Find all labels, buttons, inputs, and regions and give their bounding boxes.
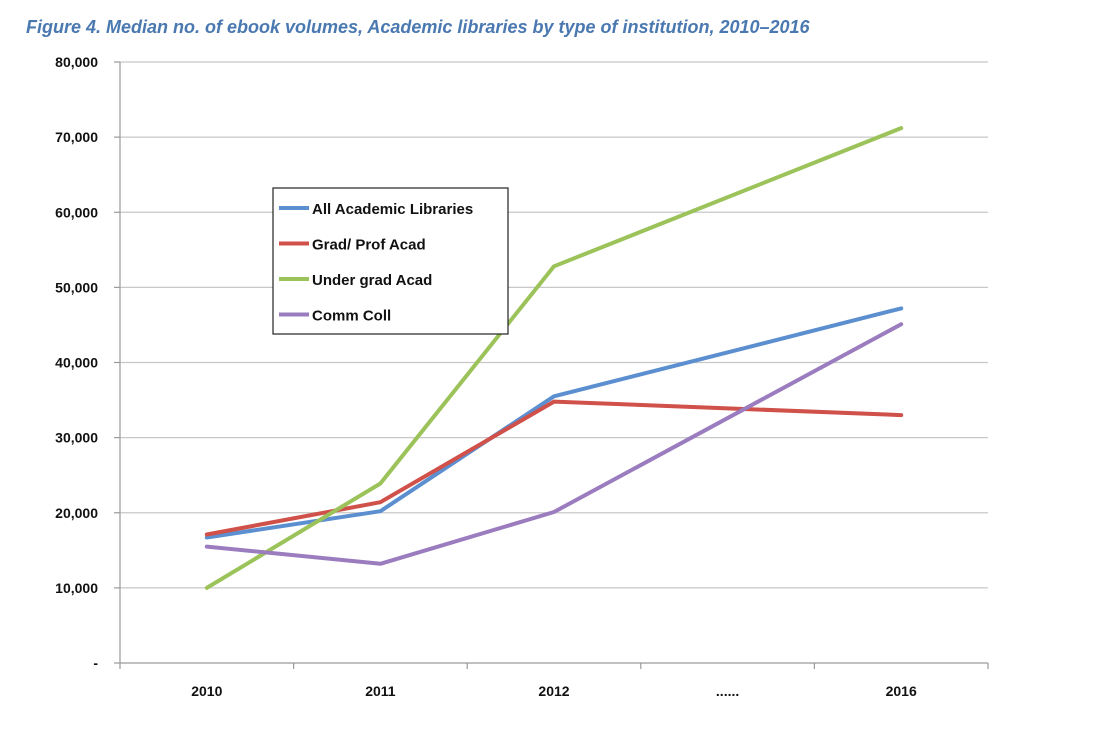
y-tick-label: 80,000 xyxy=(55,54,98,70)
y-axis-tick-labels: - 10,000 20,000 30,000 40,000 50,000 60,000 70,… xyxy=(55,54,98,671)
x-tick-label: 2016 xyxy=(886,683,917,699)
y-tick-label: 40,000 xyxy=(55,355,98,371)
legend-label: Under grad Acad xyxy=(312,272,432,289)
series-line-grad-prof-acad xyxy=(204,399,904,537)
x-tick-label: 2011 xyxy=(365,683,396,699)
legend-label: All Academic Libraries xyxy=(312,201,473,218)
y-tick-label: 60,000 xyxy=(55,204,98,220)
figure-title: Figure 4. Median no. of ebook volumes, A… xyxy=(26,17,810,37)
legend: All Academic Libraries Grad/ Prof Acad Und… xyxy=(272,187,509,335)
x-axis-tick-labels: 2010 2011 2012...... 2016 xyxy=(191,683,917,699)
series-line-comm-coll xyxy=(204,322,904,566)
y-tick-label: - xyxy=(93,655,98,671)
series-line-under-grad-acad xyxy=(204,126,904,590)
x-tick-label: 2010 xyxy=(191,683,222,699)
y-tick-label: 30,000 xyxy=(55,430,98,446)
legend-label: Comm Coll xyxy=(312,308,391,325)
gridlines xyxy=(120,61,988,589)
x-tick-label: ...... xyxy=(716,683,739,699)
y-tick-label: 50,000 xyxy=(55,279,98,295)
y-tick-label: 70,000 xyxy=(55,129,98,145)
series-line-all-academic-libraries xyxy=(204,306,904,540)
y-tick-label: 10,000 xyxy=(55,580,98,596)
legend-label: Grad/ Prof Acad xyxy=(312,237,426,254)
x-tick-label: 2012 xyxy=(538,683,569,699)
y-tick-label: 20,000 xyxy=(55,505,98,521)
axes xyxy=(114,61,989,669)
legend-box xyxy=(272,187,509,335)
series-lines xyxy=(204,126,904,590)
